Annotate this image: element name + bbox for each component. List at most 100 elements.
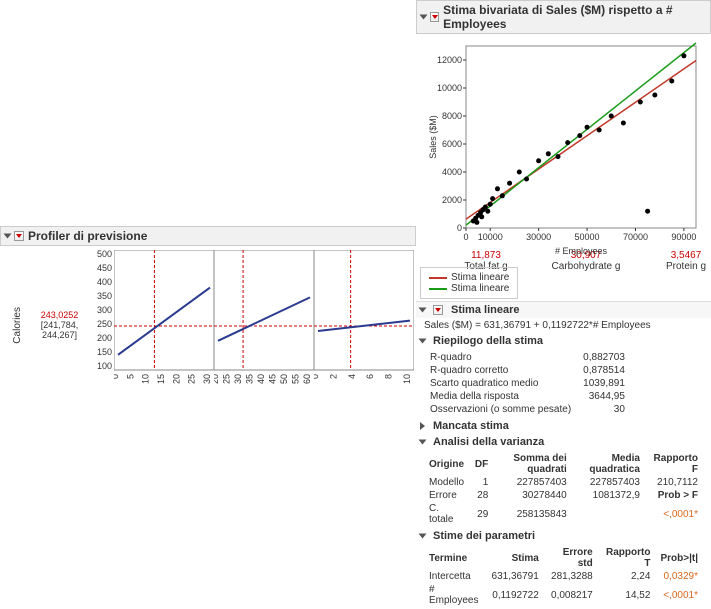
svg-text:0: 0 bbox=[314, 374, 320, 379]
disclosure-icon[interactable] bbox=[4, 234, 12, 239]
cell: Intercetta bbox=[424, 570, 487, 583]
summary-title: Riepilogo della stima bbox=[433, 335, 543, 347]
cell: Modello bbox=[424, 476, 470, 489]
profiler-y-ci: [241,784, 244,267] bbox=[27, 320, 92, 340]
col-header: Prob>|t| bbox=[655, 546, 703, 570]
cell bbox=[572, 502, 645, 526]
cell: 227857403 bbox=[572, 476, 645, 489]
svg-text:90000: 90000 bbox=[671, 232, 696, 242]
svg-text:45: 45 bbox=[268, 374, 278, 384]
lack-title: Mancata stima bbox=[433, 420, 509, 432]
cell: 210,7112 bbox=[645, 476, 703, 489]
linear-fit-header[interactable]: Stima lineare bbox=[416, 301, 711, 318]
stat-value: 0,882703 bbox=[577, 351, 631, 364]
svg-text:6000: 6000 bbox=[442, 139, 462, 149]
cell: 29 bbox=[470, 502, 493, 526]
stat-value: 30 bbox=[577, 403, 631, 416]
col-header: Somma dei quadrati bbox=[493, 452, 571, 476]
anova-title: Analisi della varianza bbox=[433, 436, 544, 448]
svg-text:15: 15 bbox=[156, 374, 166, 384]
svg-text:350: 350 bbox=[97, 291, 112, 301]
svg-text:10000: 10000 bbox=[478, 232, 503, 242]
svg-text:55: 55 bbox=[291, 374, 301, 384]
svg-text:20: 20 bbox=[171, 374, 181, 384]
scatter-plot: 0200040006000800010000120000100003000050… bbox=[424, 38, 704, 258]
svg-text:4000: 4000 bbox=[442, 167, 462, 177]
stat-label: Scarto quadratico medio bbox=[424, 377, 577, 390]
col-header: Rapporto F bbox=[645, 452, 703, 476]
svg-text:6: 6 bbox=[365, 374, 375, 379]
summary-header[interactable]: Riepilogo della stima bbox=[416, 333, 711, 349]
cell: 28 bbox=[470, 489, 493, 502]
stat-value: 1039,891 bbox=[577, 377, 631, 390]
svg-text:400: 400 bbox=[97, 277, 112, 287]
cell: Errore bbox=[424, 489, 470, 502]
svg-text:10: 10 bbox=[402, 374, 412, 384]
linear-fit-title: Stima lineare bbox=[451, 304, 519, 316]
disclosure-icon[interactable] bbox=[419, 534, 427, 539]
legend: Stima lineareStima lineare bbox=[420, 267, 518, 299]
svg-text:2: 2 bbox=[328, 374, 338, 379]
profiler-header[interactable]: Profiler di previsione bbox=[0, 226, 416, 246]
cell: C. totale bbox=[424, 502, 470, 526]
cell: 631,36791 bbox=[487, 570, 544, 583]
cell: Prob > F bbox=[645, 489, 703, 502]
col-header: Errore std bbox=[544, 546, 598, 570]
svg-text:150: 150 bbox=[97, 347, 112, 357]
disclosure-icon[interactable] bbox=[419, 308, 427, 313]
svg-text:25: 25 bbox=[222, 374, 232, 384]
disclosure-icon[interactable] bbox=[419, 339, 427, 344]
svg-text:Sales ($M): Sales ($M) bbox=[428, 115, 438, 159]
bivariate-title: Stima bivariata di Sales ($M) rispetto a… bbox=[443, 3, 706, 31]
lack-header[interactable]: Mancata stima bbox=[416, 418, 711, 434]
svg-text:70000: 70000 bbox=[623, 232, 648, 242]
cell: 0,0329* bbox=[655, 570, 703, 583]
cell: 281,3288 bbox=[544, 570, 598, 583]
anova-table: OrigineDFSomma dei quadratiMedia quadrat… bbox=[424, 452, 703, 526]
svg-text:0: 0 bbox=[463, 232, 468, 242]
col-header: Stima bbox=[487, 546, 544, 570]
svg-text:0: 0 bbox=[114, 374, 120, 379]
stat-label: Media della risposta bbox=[424, 390, 577, 403]
menu-icon[interactable] bbox=[14, 231, 24, 241]
svg-text:30: 30 bbox=[233, 374, 243, 384]
params-header[interactable]: Stime dei parametri bbox=[416, 528, 711, 544]
stat-label: Osservazioni (o somme pesate) bbox=[424, 403, 577, 416]
svg-text:0: 0 bbox=[457, 223, 462, 233]
svg-text:4: 4 bbox=[347, 374, 357, 379]
menu-icon[interactable] bbox=[430, 12, 439, 22]
svg-text:35: 35 bbox=[245, 374, 255, 384]
svg-text:50000: 50000 bbox=[575, 232, 600, 242]
legend-item: Stima lineare bbox=[429, 272, 509, 283]
cell: 0,008217 bbox=[544, 583, 598, 607]
col-header: Termine bbox=[424, 546, 487, 570]
cell: 14,52 bbox=[598, 583, 656, 607]
disclosure-icon[interactable] bbox=[420, 15, 428, 20]
svg-text:20: 20 bbox=[214, 374, 220, 384]
stat-label: R-quadro corretto bbox=[424, 364, 577, 377]
disclosure-icon[interactable] bbox=[420, 422, 425, 430]
cell: 2,24 bbox=[598, 570, 656, 583]
profiler-charts: 1001502002503003504004505000510152025302… bbox=[92, 250, 414, 400]
profiler-title: Profiler di previsione bbox=[28, 229, 147, 243]
cell: 1 bbox=[470, 476, 493, 489]
menu-icon[interactable] bbox=[433, 305, 443, 315]
svg-text:50: 50 bbox=[279, 374, 289, 384]
svg-text:200: 200 bbox=[97, 333, 112, 343]
profiler-panel: Profiler di previsione Calories 243,0252… bbox=[0, 0, 416, 609]
cell: 227857403 bbox=[493, 476, 571, 489]
bivariate-header[interactable]: Stima bivariata di Sales ($M) rispetto a… bbox=[416, 0, 711, 34]
anova-header[interactable]: Analisi della varianza bbox=[416, 434, 711, 450]
fit-equation: Sales ($M) = 631,36791 + 0,1192722*# Emp… bbox=[416, 318, 711, 333]
legend-item: Stima lineare bbox=[429, 283, 509, 294]
svg-text:12000: 12000 bbox=[437, 55, 462, 65]
svg-text:8000: 8000 bbox=[442, 111, 462, 121]
bivariate-panel: Stima bivariata di Sales ($M) rispetto a… bbox=[416, 0, 711, 609]
cell: 258135843 bbox=[493, 502, 571, 526]
summary-table: R-quadro0,882703R-quadro corretto0,87851… bbox=[424, 351, 631, 416]
params-table: TermineStimaErrore stdRapporto TProb>|t|… bbox=[424, 546, 703, 607]
svg-text:450: 450 bbox=[97, 263, 112, 273]
col-header: Origine bbox=[424, 452, 470, 476]
disclosure-icon[interactable] bbox=[419, 440, 427, 445]
svg-text:300: 300 bbox=[97, 305, 112, 315]
